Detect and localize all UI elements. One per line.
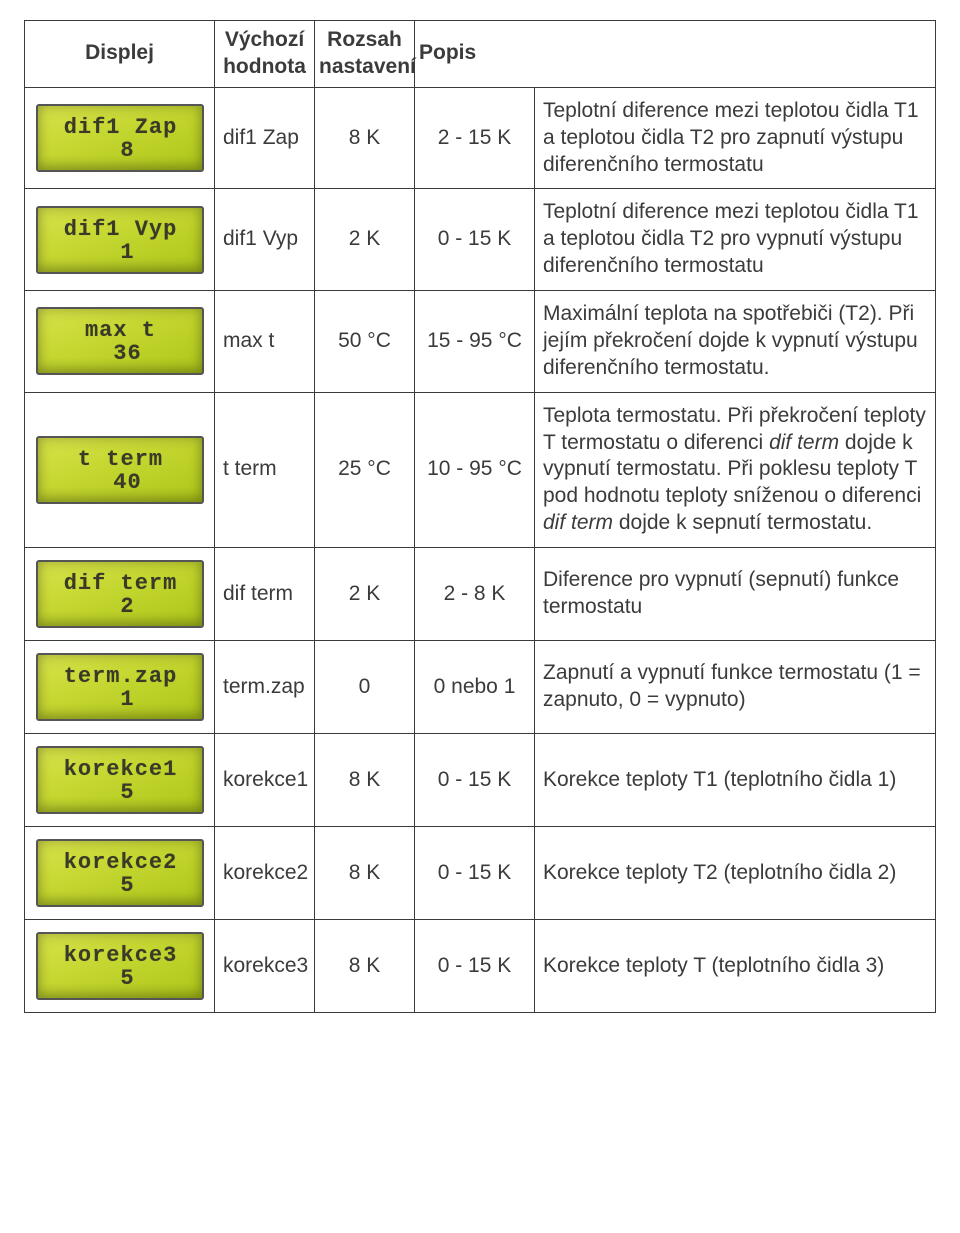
- cell-default: 8 K: [315, 87, 415, 189]
- lcd-line2: 40: [48, 471, 194, 494]
- table-row: t term40t term25 °C10 - 95 °CTeplota ter…: [25, 392, 936, 547]
- cell-description: Zapnutí a vypnutí funkce termostatu (1 =…: [535, 641, 936, 734]
- cell-range: 15 - 95 °C: [415, 291, 535, 393]
- cell-range: 0 nebo 1: [415, 641, 535, 734]
- cell-default: 2 K: [315, 548, 415, 641]
- th-popis: Popis: [415, 21, 936, 88]
- lcd-screen: dif1 Zap8: [36, 104, 204, 172]
- lcd-screen: dif1 Vyp1: [36, 206, 204, 274]
- cell-description: Korekce teploty T1 (teplotního čidla 1): [535, 734, 936, 827]
- lcd-line1: korekce3: [48, 944, 194, 967]
- cell-description: Maximální teplota na spotřebiči (T2). Př…: [535, 291, 936, 393]
- lcd-screen: korekce25: [36, 839, 204, 907]
- cell-display: term.zap1: [25, 641, 215, 734]
- table-row: korekce25korekce28 K0 - 15 KKorekce tepl…: [25, 827, 936, 920]
- th-displej: Displej: [25, 21, 215, 88]
- cell-description: Teplotní diference mezi teplotou čidla T…: [535, 189, 936, 291]
- cell-default: 50 °C: [315, 291, 415, 393]
- th-rozsah: Rozsah nastavení: [315, 21, 415, 88]
- lcd-line1: dif1 Zap: [48, 116, 194, 139]
- cell-name: korekce1: [215, 734, 315, 827]
- cell-range: 0 - 15 K: [415, 189, 535, 291]
- cell-name: t term: [215, 392, 315, 547]
- lcd-line1: term.zap: [48, 665, 194, 688]
- cell-description: Korekce teploty T2 (teplotního čidla 2): [535, 827, 936, 920]
- lcd-line1: dif term: [48, 572, 194, 595]
- cell-display: t term40: [25, 392, 215, 547]
- parameters-table: Displej Výchozí hodnota Rozsah nastavení…: [24, 20, 936, 1013]
- cell-description: Teplotní diference mezi teplotou čidla T…: [535, 87, 936, 189]
- lcd-line2: 1: [48, 241, 194, 264]
- table-row: dif1 Vyp1dif1 Vyp2 K0 - 15 KTeplotní dif…: [25, 189, 936, 291]
- lcd-line1: t term: [48, 448, 194, 471]
- lcd-line1: korekce2: [48, 851, 194, 874]
- cell-name: korekce2: [215, 827, 315, 920]
- table-row: max t36max t50 °C15 - 95 °CMaximální tep…: [25, 291, 936, 393]
- lcd-screen: korekce15: [36, 746, 204, 814]
- cell-name: term.zap: [215, 641, 315, 734]
- lcd-line2: 5: [48, 781, 194, 804]
- lcd-line1: dif1 Vyp: [48, 218, 194, 241]
- lcd-line2: 5: [48, 967, 194, 990]
- cell-description: Teplota termostatu. Při překročení teplo…: [535, 392, 936, 547]
- cell-default: 8 K: [315, 827, 415, 920]
- cell-range: 10 - 95 °C: [415, 392, 535, 547]
- cell-description: Diference pro vypnutí (sepnutí) funkce t…: [535, 548, 936, 641]
- lcd-line2: 8: [48, 139, 194, 162]
- cell-display: dif term2: [25, 548, 215, 641]
- cell-default: 0: [315, 641, 415, 734]
- table-row: dif1 Zap8dif1 Zap8 K2 - 15 KTeplotní dif…: [25, 87, 936, 189]
- cell-default: 8 K: [315, 920, 415, 1013]
- cell-display: max t36: [25, 291, 215, 393]
- cell-default: 25 °C: [315, 392, 415, 547]
- table-row: korekce15korekce18 K0 - 15 KKorekce tepl…: [25, 734, 936, 827]
- lcd-line2: 36: [48, 342, 194, 365]
- lcd-screen: max t36: [36, 307, 204, 375]
- cell-range: 2 - 15 K: [415, 87, 535, 189]
- table-row: dif term2dif term2 K2 - 8 KDiference pro…: [25, 548, 936, 641]
- cell-range: 2 - 8 K: [415, 548, 535, 641]
- cell-range: 0 - 15 K: [415, 827, 535, 920]
- cell-name: dif1 Vyp: [215, 189, 315, 291]
- table-row: korekce35korekce38 K0 - 15 KKorekce tepl…: [25, 920, 936, 1013]
- lcd-screen: dif term2: [36, 560, 204, 628]
- cell-default: 8 K: [315, 734, 415, 827]
- cell-name: max t: [215, 291, 315, 393]
- cell-range: 0 - 15 K: [415, 734, 535, 827]
- cell-name: dif term: [215, 548, 315, 641]
- cell-default: 2 K: [315, 189, 415, 291]
- cell-display: korekce25: [25, 827, 215, 920]
- lcd-line1: korekce1: [48, 758, 194, 781]
- th-vychozi: Výchozí hodnota: [215, 21, 315, 88]
- cell-name: korekce3: [215, 920, 315, 1013]
- table-row: term.zap1term.zap00 nebo 1Zapnutí a vypn…: [25, 641, 936, 734]
- lcd-line2: 5: [48, 874, 194, 897]
- cell-display: dif1 Zap8: [25, 87, 215, 189]
- cell-description: Korekce teploty T (teplotního čidla 3): [535, 920, 936, 1013]
- lcd-screen: term.zap1: [36, 653, 204, 721]
- lcd-line2: 1: [48, 688, 194, 711]
- lcd-line1: max t: [48, 319, 194, 342]
- cell-display: dif1 Vyp1: [25, 189, 215, 291]
- cell-display: korekce15: [25, 734, 215, 827]
- cell-display: korekce35: [25, 920, 215, 1013]
- table-header-row: Displej Výchozí hodnota Rozsah nastavení…: [25, 21, 936, 88]
- lcd-screen: t term40: [36, 436, 204, 504]
- cell-range: 0 - 15 K: [415, 920, 535, 1013]
- lcd-screen: korekce35: [36, 932, 204, 1000]
- cell-name: dif1 Zap: [215, 87, 315, 189]
- lcd-line2: 2: [48, 595, 194, 618]
